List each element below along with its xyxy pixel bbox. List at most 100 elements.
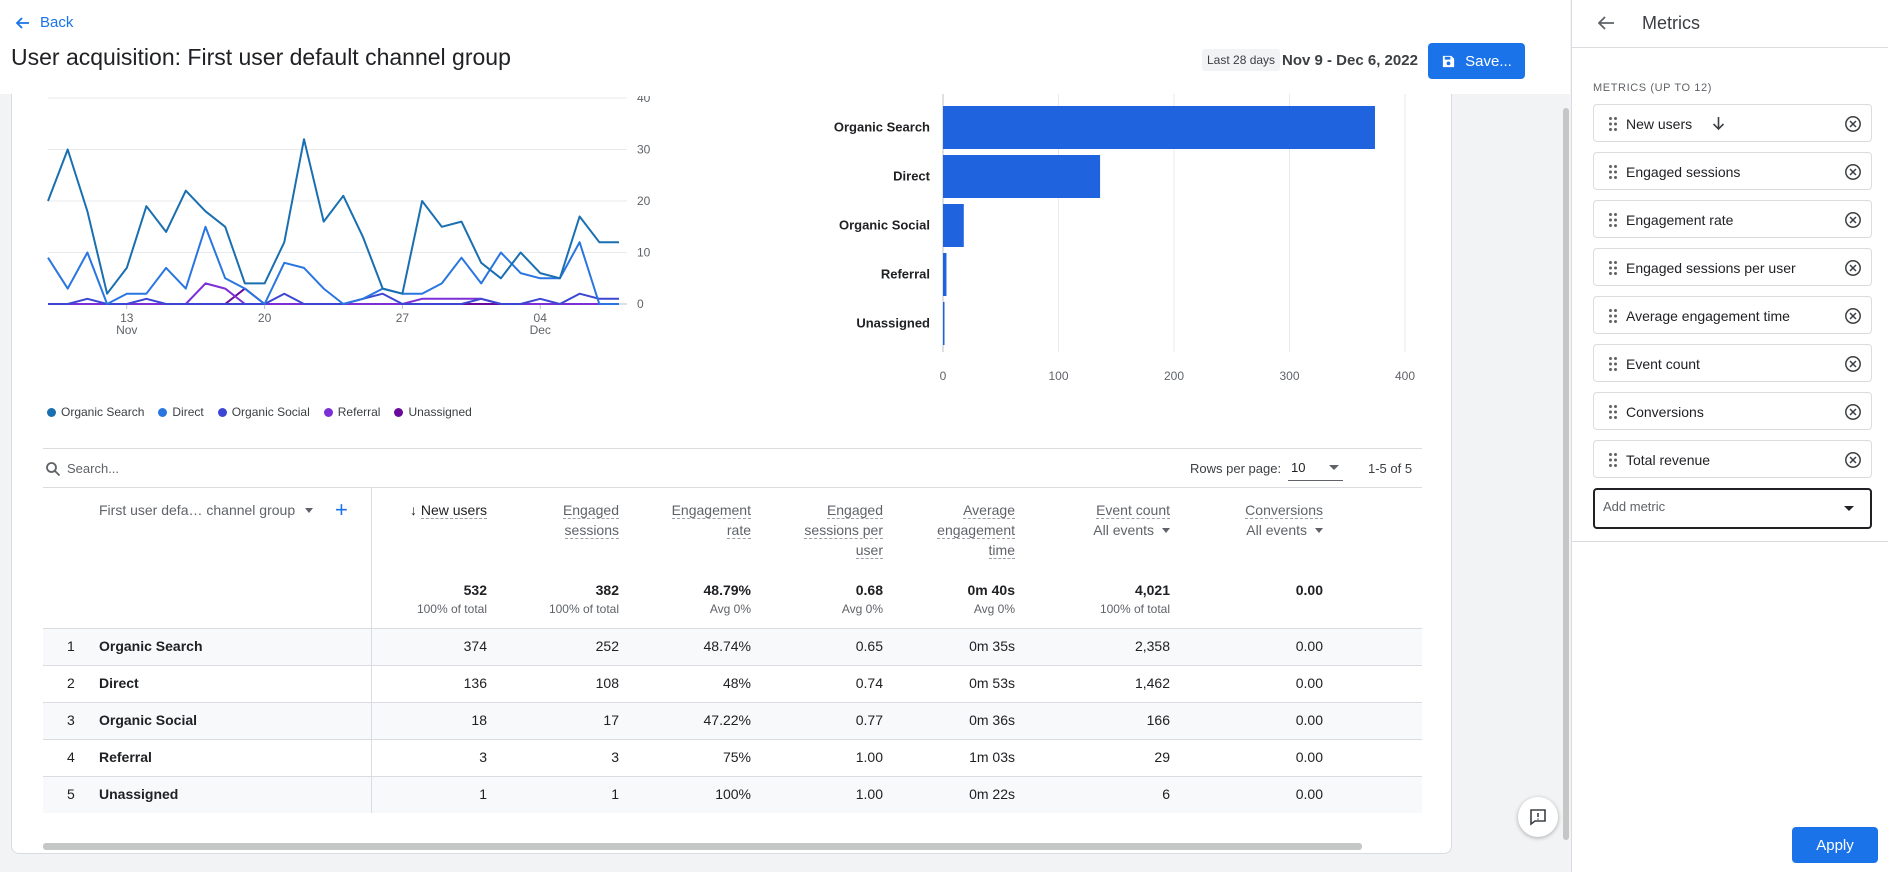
table-row[interactable]	[43, 628, 1422, 665]
table-cell: 0.00	[1295, 638, 1323, 654]
drag-handle-icon[interactable]	[1608, 212, 1618, 228]
table-row[interactable]	[43, 776, 1422, 813]
x-tick-label: 04	[534, 311, 548, 325]
legend-item[interactable]: Organic Search	[47, 405, 144, 419]
metric-header[interactable]: Average engagement time	[895, 500, 1015, 560]
row-dimension-label: Referral	[99, 749, 152, 765]
metric-chip-label: Engaged sessions	[1626, 164, 1741, 180]
table-row[interactable]	[43, 665, 1422, 702]
legend-item[interactable]: Organic Social	[217, 405, 310, 419]
remove-circle-icon[interactable]	[1844, 115, 1862, 133]
metric-chip[interactable]: Engaged sessions	[1593, 152, 1872, 190]
rows-per-page-select[interactable]: 10	[1288, 454, 1343, 481]
table-cell: 1.00	[855, 786, 883, 802]
add-metric-input[interactable]	[1603, 499, 1823, 514]
table-cell: 374	[463, 638, 487, 654]
apply-button[interactable]: Apply	[1792, 827, 1878, 863]
legend-item[interactable]: Referral	[323, 405, 380, 419]
date-range-picker[interactable]: Nov 9 - Dec 6, 2022	[1282, 52, 1418, 69]
x-tick-label: 400	[1395, 369, 1415, 383]
metric-header-line: Total re	[1343, 500, 1422, 520]
table-cell: 29	[1154, 749, 1170, 765]
event-filter-select[interactable]: All events	[1246, 520, 1323, 540]
metric-total: 4,021	[1134, 582, 1170, 598]
metric-header[interactable]: Engagement rate	[631, 500, 751, 540]
table-rows	[43, 488, 1422, 813]
x-tick-label: 300	[1279, 369, 1299, 383]
row-dimension-label: Direct	[99, 675, 139, 691]
vertical-scrollbar[interactable]	[1563, 108, 1569, 840]
metric-chip[interactable]: Event count	[1593, 344, 1872, 382]
add-dimension-button[interactable]: +	[335, 497, 348, 522]
table-cell: 0.65	[855, 638, 883, 654]
metric-header-line: Engagement	[631, 500, 751, 520]
table-cell: 0.00	[1295, 675, 1323, 691]
table-cell: 0.00	[1295, 712, 1323, 728]
metric-chip[interactable]: Engaged sessions per user	[1593, 248, 1872, 286]
bar-organic-search	[943, 106, 1375, 149]
table-cell: 1	[479, 786, 487, 802]
legend-label: Direct	[172, 405, 204, 419]
metric-chip[interactable]: Average engagement time	[1593, 296, 1872, 334]
search-icon	[46, 462, 61, 477]
sort-desc-icon[interactable]	[1710, 115, 1727, 132]
add-metric-select[interactable]	[1593, 488, 1872, 529]
metric-header-line: rate	[631, 520, 751, 540]
drag-handle-icon[interactable]	[1608, 452, 1618, 468]
table-cell: 0.77	[855, 712, 883, 728]
table-cell: 47.22%	[703, 712, 751, 728]
save-button[interactable]: Save...	[1428, 43, 1525, 79]
remove-circle-icon[interactable]	[1844, 355, 1862, 373]
metric-chip[interactable]: Engagement rate	[1593, 200, 1872, 238]
dimension-selector[interactable]: First user defa… channel group	[99, 502, 314, 518]
remove-circle-icon[interactable]	[1844, 211, 1862, 229]
drag-handle-icon[interactable]	[1608, 116, 1618, 132]
metric-total: 532	[463, 582, 487, 598]
remove-circle-icon[interactable]	[1844, 403, 1862, 421]
metric-total: 0.00	[1295, 582, 1323, 598]
horizontal-scrollbar[interactable]	[43, 843, 1362, 850]
metric-header[interactable]: Engaged sessions per user	[763, 500, 883, 560]
metric-chip[interactable]: Conversions	[1593, 392, 1872, 430]
drag-handle-icon[interactable]	[1608, 404, 1618, 420]
drag-handle-icon[interactable]	[1608, 356, 1618, 372]
remove-circle-icon[interactable]	[1844, 307, 1862, 325]
metrics-panel: Metrics METRICS (UP TO 12) New users Enga…	[1571, 0, 1888, 872]
metric-chip-label: Average engagement time	[1626, 308, 1790, 324]
drag-handle-icon[interactable]	[1608, 308, 1618, 324]
metric-total: 382	[595, 582, 619, 598]
table-cell: 136	[463, 675, 487, 691]
drag-handle-icon[interactable]	[1608, 260, 1618, 276]
sort-desc-icon: ↓	[409, 502, 421, 518]
drag-handle-icon[interactable]	[1608, 164, 1618, 180]
metric-header[interactable]: Engaged sessions	[499, 500, 619, 540]
page-title: User acquisition: First user default cha…	[11, 44, 511, 70]
x-tick-label: 13	[120, 311, 134, 325]
metric-chip[interactable]: Total revenue	[1593, 440, 1872, 478]
event-filter-select[interactable]: All events	[1093, 520, 1170, 540]
metric-header[interactable]: Event count All events	[1040, 500, 1170, 540]
table-row[interactable]	[43, 702, 1422, 739]
x-tick-label: 20	[258, 311, 272, 325]
remove-circle-icon[interactable]	[1844, 451, 1862, 469]
metric-total-subtext: Avg 0%	[841, 602, 883, 616]
legend-label: Organic Social	[231, 405, 310, 419]
table-search-input[interactable]	[67, 457, 467, 479]
table-row[interactable]	[43, 739, 1422, 776]
feedback-button[interactable]	[1518, 797, 1558, 837]
metric-header[interactable]: ↓ New users	[367, 500, 487, 520]
legend-item[interactable]: Direct	[158, 405, 204, 419]
bar-unassigned	[943, 302, 945, 345]
rows-per-page-label: Rows per page:	[1190, 461, 1282, 476]
legend-item[interactable]: Unassigned	[394, 405, 472, 419]
metric-chip[interactable]: New users	[1593, 104, 1872, 142]
back-link[interactable]: Back	[14, 14, 73, 31]
date-range-badge[interactable]: Last 28 days	[1202, 49, 1281, 71]
x-tick-label: 200	[1164, 369, 1184, 383]
metric-header[interactable]: Conversions All events	[1193, 500, 1323, 540]
arrow-back-icon[interactable]	[1596, 13, 1616, 33]
remove-circle-icon[interactable]	[1844, 259, 1862, 277]
metric-header[interactable]: Total re	[1343, 500, 1422, 520]
remove-circle-icon[interactable]	[1844, 163, 1862, 181]
row-index: 4	[67, 749, 75, 765]
